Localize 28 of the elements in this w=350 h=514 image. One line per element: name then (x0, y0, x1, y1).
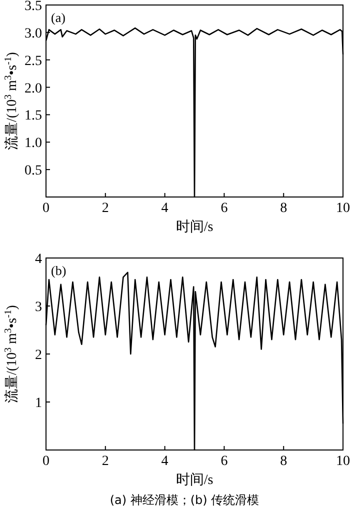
x-tick-label: 8 (280, 201, 288, 216)
y-tick-label: 2.0 (24, 81, 42, 96)
x-tick-label: 6 (220, 201, 228, 216)
x-tick-label: 8 (280, 454, 288, 469)
x-tick-label: 0 (42, 201, 50, 216)
y-tick-label: 1 (35, 396, 42, 411)
x-axis-title: 时间/s (176, 472, 214, 488)
x-tick-label: 4 (161, 201, 168, 216)
y-tick-label: 3 (35, 300, 42, 315)
x-tick-label: 2 (102, 454, 109, 469)
y-tick-label: 3.0 (24, 26, 42, 42)
x-tick-label: 4 (161, 454, 168, 469)
y-tick-label: 1.5 (24, 108, 42, 124)
y-tick-label: 3.5 (24, 0, 42, 14)
x-axis-title: 时间/s (176, 219, 214, 235)
x-tick-label: 6 (220, 454, 228, 469)
y-tick-label: 4 (35, 252, 42, 267)
annotation: (b) (51, 263, 66, 278)
y-tick-label: 0.5 (24, 164, 42, 179)
annotation: (a) (51, 10, 66, 25)
y-tick-label: 1.0 (24, 136, 42, 152)
x-tick-label: 10 (336, 201, 350, 216)
x-tick-label: 2 (102, 201, 109, 216)
y-tick-label: 2.5 (24, 54, 42, 69)
y-tick-label: 2 (35, 348, 42, 363)
x-tick-label: 0 (42, 454, 50, 469)
text: (a) 神经滑模；(b) 传统滑模 (110, 493, 260, 507)
x-tick-label: 10 (336, 454, 350, 469)
